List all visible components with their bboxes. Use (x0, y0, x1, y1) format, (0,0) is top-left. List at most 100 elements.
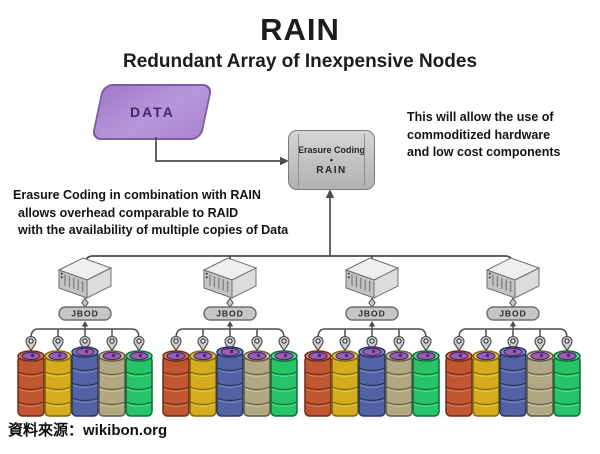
pin-icon (251, 335, 263, 352)
disk-tan (526, 350, 554, 417)
jbod-pill: JBOD (203, 306, 257, 321)
disk-tan (385, 350, 413, 417)
disk-tan (98, 350, 126, 417)
disk-green (270, 350, 298, 417)
erasure-box-line1: Erasure Coding (297, 144, 365, 155)
jbod-rail-connector (175, 321, 285, 339)
platter-spindle-icon (229, 349, 234, 354)
pin-icon (366, 335, 378, 352)
pin-icon (52, 335, 64, 352)
disk-blue (71, 346, 99, 417)
platter-spindle-icon (30, 353, 35, 358)
pin-icon (25, 335, 37, 352)
pin-icon (312, 335, 324, 352)
arrowhead-up-icon (325, 189, 335, 198)
jbod-rail-connector (458, 321, 568, 339)
node-group: JBOD (438, 248, 588, 420)
jbod-rail-connector (317, 321, 427, 339)
platter-spindle-icon (202, 353, 207, 358)
jbod-label: JBOD (216, 309, 244, 319)
source-caption: 資料來源：wikibon.org (8, 422, 168, 439)
server-jbod-connector (368, 297, 376, 308)
node-cluster: JBOD (0, 248, 600, 420)
disk-tan (243, 350, 271, 417)
left-note: Erasure Coding in combination with RAIN … (13, 187, 288, 240)
node-graphic: JBOD (445, 257, 581, 417)
data-parallelogram: DATA (91, 84, 213, 140)
jbod-rail-connector (30, 321, 140, 339)
left-note-line: Erasure Coding in combination with RAIN (13, 188, 261, 202)
disk-yellow (44, 350, 72, 417)
platter-spindle-icon (485, 353, 490, 358)
right-note: This will allow the use of commoditized … (407, 109, 561, 162)
platter-spindle-icon (566, 353, 571, 358)
platter-spindle-icon (111, 353, 116, 358)
disk-yellow (472, 350, 500, 417)
disk-blue (216, 346, 244, 417)
pin-icon (278, 335, 290, 352)
platter-spindle-icon (256, 353, 261, 358)
right-note-line: and low cost components (407, 145, 561, 159)
platter-spindle-icon (344, 353, 349, 358)
disk-orange (162, 350, 190, 417)
jbod-label: JBOD (499, 309, 527, 319)
pin-icon (561, 335, 573, 352)
erasure-coding-box: Erasure Coding • RAIN (288, 130, 375, 190)
server-jbod-connector (226, 297, 234, 308)
pin-icon (507, 335, 519, 352)
disk-orange (17, 350, 45, 417)
platter-spindle-icon (84, 349, 89, 354)
connector-data-to-erasure (155, 137, 280, 162)
platter-spindle-icon (539, 353, 544, 358)
pin-icon (480, 335, 492, 352)
server-jbod-connector (509, 297, 517, 308)
erasure-box-line2: RAIN (316, 164, 347, 176)
server-icon (202, 257, 258, 299)
disk-green (125, 350, 153, 417)
platter-spindle-icon (371, 349, 376, 354)
jbod-pill: JBOD (345, 306, 399, 321)
pin-icon (106, 335, 118, 352)
jbod-pill: JBOD (486, 306, 540, 321)
pin-icon (170, 335, 182, 352)
pin-icon (79, 335, 91, 352)
disk-blue (499, 346, 527, 417)
disk-blue (358, 346, 386, 417)
pin-icon (534, 335, 546, 352)
node-graphic: JBOD (304, 257, 440, 417)
disk-orange (304, 350, 332, 417)
disk-yellow (331, 350, 359, 417)
box-stripe (298, 134, 299, 186)
server-jbod-connector (81, 297, 89, 308)
server-icon (485, 257, 541, 299)
right-note-line: This will allow the use of (407, 110, 554, 124)
jbod-pill: JBOD (58, 306, 112, 321)
jbod-label: JBOD (71, 309, 99, 319)
pin-icon (339, 335, 351, 352)
platter-spindle-icon (398, 353, 403, 358)
node-group: JBOD (297, 248, 447, 420)
pin-icon (393, 335, 405, 352)
jbod-label: JBOD (358, 309, 386, 319)
platter-spindle-icon (175, 353, 180, 358)
node-graphic: JBOD (17, 257, 153, 417)
disk-green (553, 350, 581, 417)
pin-icon (197, 335, 209, 352)
node-group: JBOD (10, 248, 160, 420)
pin-icon (224, 335, 236, 352)
platter-spindle-icon (138, 353, 143, 358)
diagram-title: RAIN (260, 12, 340, 47)
diagram-subtitle: Redundant Array of Inexpensive Nodes (122, 51, 478, 72)
server-icon (57, 257, 113, 299)
platter-spindle-icon (425, 353, 430, 358)
platter-spindle-icon (512, 349, 517, 354)
disk-yellow (189, 350, 217, 417)
pin-icon (420, 335, 432, 352)
platter-spindle-icon (458, 353, 463, 358)
data-label: DATA (129, 104, 175, 120)
platter-spindle-icon (283, 353, 288, 358)
left-note-line: allows overhead comparable to RAID (18, 205, 239, 220)
platter-spindle-icon (317, 353, 322, 358)
erasure-box-bullet: • (329, 154, 334, 165)
